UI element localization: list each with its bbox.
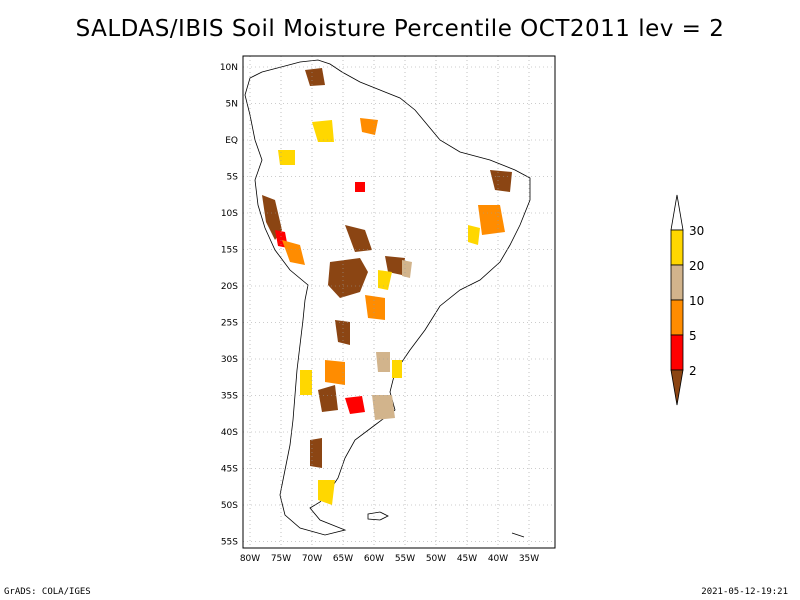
south-georgia: [511, 532, 525, 538]
longitude-labels: 80W 75W 70W 65W 60W 55W 50W 45W 40W 35W: [240, 554, 539, 564]
patch-20to30-patagonia: [318, 480, 335, 505]
lon-label: 35W: [519, 554, 539, 564]
plot-frame: [242, 55, 556, 549]
lon-label: 75W: [271, 554, 291, 564]
lat-label: 20S: [221, 282, 238, 292]
lon-label: 40W: [488, 554, 508, 564]
patch-5to10-guianas: [360, 118, 378, 135]
patch-5to10-pampas: [325, 360, 345, 385]
footer-timestamp: 2021-05-12-19:21: [701, 587, 788, 597]
legend-label-30: 30: [689, 224, 704, 238]
lat-label: 5S: [227, 173, 239, 183]
lat-label: 15S: [221, 246, 238, 256]
patch-lt2-north: [305, 68, 325, 86]
legend-label-2: 2: [689, 364, 697, 378]
patch-5to10-andes: [282, 240, 305, 265]
lat-label: 30S: [221, 355, 238, 365]
lon-label: 60W: [364, 554, 384, 564]
legend-swatch-gt30: [670, 194, 684, 231]
legend-swatch-2to5: [670, 334, 684, 371]
lon-label: 50W: [426, 554, 446, 564]
legend-colorbar: 30 20 10 5 2: [670, 194, 704, 406]
lat-label: 35S: [221, 392, 238, 402]
moisture-patches: [244, 59, 531, 538]
footer-credit: GrADS: COLA/IGES: [4, 587, 91, 597]
legend-label-5: 5: [689, 329, 697, 343]
patch-lt2-patagonia: [310, 438, 322, 468]
lon-label: 65W: [333, 554, 353, 564]
patch-lt2-bolivia: [345, 225, 372, 252]
latitude-labels: 10N 5N EQ 5S 10S 15S 20S 25S 30S 35S 40S 45S 50S 55S: [220, 63, 238, 548]
patch-20to30-colombia: [278, 150, 295, 165]
continent-outline: [244, 59, 531, 536]
lat-label: 5N: [226, 100, 238, 110]
patch-20to30-cerrado: [378, 270, 392, 290]
lon-label: 55W: [395, 554, 415, 564]
patch-10to20-uruguay: [372, 395, 395, 420]
patch-20to30-venezuela: [312, 120, 334, 142]
patch-20to30-chile: [300, 370, 312, 395]
falkland-islands: [367, 511, 389, 521]
patch-20to30-south: [392, 360, 402, 378]
lon-label: 80W: [240, 554, 260, 564]
legend-swatch-lt2: [670, 369, 684, 406]
patch-lt2-pantanal: [385, 256, 405, 275]
lat-label: 25S: [221, 319, 238, 329]
legend-label-10: 10: [689, 294, 704, 308]
lon-label: 45W: [457, 554, 477, 564]
patch-lt2-cordoba: [335, 320, 350, 345]
patch-10to20-mesopotamia: [376, 352, 390, 372]
lat-label: 10N: [220, 63, 238, 73]
lat-label: 10S: [221, 209, 238, 219]
patch-10to20-centre: [402, 260, 412, 278]
patch-lt2-chaco: [328, 258, 368, 298]
lat-label: 55S: [221, 538, 238, 548]
patch-5to10-paraguay: [365, 295, 385, 320]
lat-label: 40S: [221, 428, 238, 438]
lat-label: 45S: [221, 465, 238, 475]
patch-2to5-amazon: [355, 182, 365, 192]
lat-label: 50S: [221, 501, 238, 511]
legend-label-20: 20: [689, 259, 704, 273]
patch-2to5-bs-as: [345, 396, 365, 414]
legend-swatch-20to30: [670, 229, 684, 266]
map-gridlines: [243, 56, 555, 548]
legend-swatch-10to20: [670, 264, 684, 301]
patch-lt2-ne-brazil: [490, 170, 512, 192]
legend-swatch-5to10: [670, 299, 684, 336]
lat-label: EQ: [225, 136, 238, 146]
patch-20to30-ne: [468, 225, 480, 245]
patch-lt2-andes-n: [262, 195, 282, 240]
patch-lt2-pampas: [318, 385, 338, 412]
map-title: SALDAS/IBIS Soil Moisture Percentile OCT…: [75, 16, 725, 42]
lon-label: 70W: [302, 554, 322, 564]
